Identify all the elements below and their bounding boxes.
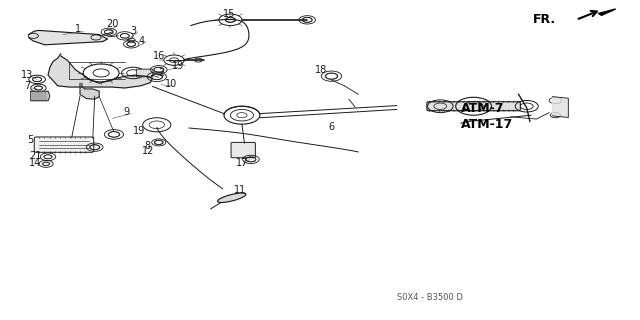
Polygon shape [29,30,108,45]
Text: 3: 3 [130,26,136,36]
Text: 5: 5 [28,135,34,145]
FancyBboxPatch shape [231,142,255,158]
Text: 12: 12 [142,146,155,156]
Polygon shape [598,9,616,15]
Text: 9: 9 [124,107,130,117]
Text: 18: 18 [315,65,328,75]
Text: 7: 7 [24,81,30,92]
Text: 6: 6 [328,122,335,132]
Text: 1: 1 [75,24,81,35]
Polygon shape [218,193,246,203]
Polygon shape [31,91,50,101]
FancyBboxPatch shape [136,69,153,77]
Text: 21: 21 [29,151,42,161]
Text: 20: 20 [106,19,118,29]
Text: 13: 13 [20,70,33,80]
Text: 4: 4 [139,36,145,46]
FancyArrowPatch shape [579,11,597,19]
Text: 17: 17 [236,157,248,168]
Text: 14: 14 [29,158,42,168]
Text: 10: 10 [165,79,178,89]
Polygon shape [48,54,152,88]
Text: 19: 19 [133,125,146,136]
Text: 11: 11 [234,185,246,196]
Text: 15: 15 [223,9,236,20]
FancyBboxPatch shape [35,137,94,152]
Text: ATM-17: ATM-17 [461,117,513,131]
Polygon shape [80,83,99,99]
Text: S0X4 - B3500 D: S0X4 - B3500 D [397,293,463,302]
Text: 19: 19 [172,60,184,71]
Polygon shape [552,97,568,117]
Text: 16: 16 [152,51,165,61]
Text: 2: 2 [158,68,164,78]
Text: FR.: FR. [532,13,556,26]
FancyBboxPatch shape [427,102,520,111]
Text: ATM-7: ATM-7 [461,102,504,115]
Text: 8: 8 [144,140,150,151]
